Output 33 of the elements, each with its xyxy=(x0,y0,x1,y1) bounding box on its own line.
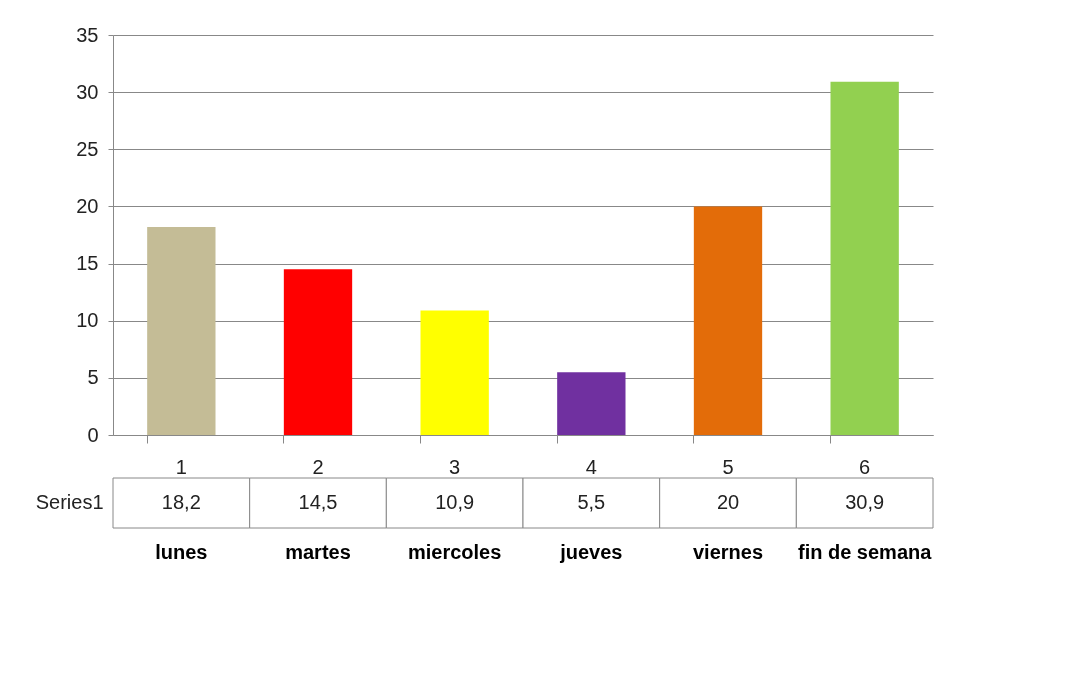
x-tick-label: 2 xyxy=(312,455,324,478)
bar xyxy=(830,81,899,435)
text: Series1 xyxy=(35,491,104,513)
y-tick-label: 0 xyxy=(87,423,99,446)
x-tick-label: 6 xyxy=(859,455,871,478)
bar xyxy=(557,372,626,435)
data-label: 10,9 xyxy=(435,491,475,513)
x-tick-label: 5 xyxy=(722,455,734,478)
data-label: 14,5 xyxy=(298,491,338,513)
text: lunes xyxy=(155,541,208,563)
bar xyxy=(420,310,489,435)
x-tick-label: 4 xyxy=(585,455,597,478)
x-tick-label: 1 xyxy=(175,455,187,478)
text: fin de semana xyxy=(797,541,933,563)
data-label: 30,9 xyxy=(845,491,885,513)
text: martes xyxy=(285,541,351,563)
bar xyxy=(283,269,353,435)
y-tick-label: 15 xyxy=(76,252,99,275)
data-label: 20 xyxy=(716,491,740,513)
data-label: 18,2 xyxy=(161,491,201,513)
y-tick-label: 10 xyxy=(76,309,99,332)
y-tick-label: 20 xyxy=(76,194,99,217)
bar xyxy=(693,206,763,435)
x-tick-label: 3 xyxy=(449,455,461,478)
y-tick-label: 25 xyxy=(76,137,99,160)
y-tick-label: 30 xyxy=(76,80,99,103)
bar xyxy=(147,227,216,435)
text: viernes xyxy=(692,541,764,563)
text: jueves xyxy=(559,541,623,563)
text: miercoles xyxy=(407,541,502,563)
data-label: 5,5 xyxy=(577,491,606,513)
y-tick-label: 5 xyxy=(87,366,99,389)
y-tick-label: 35 xyxy=(76,23,99,46)
